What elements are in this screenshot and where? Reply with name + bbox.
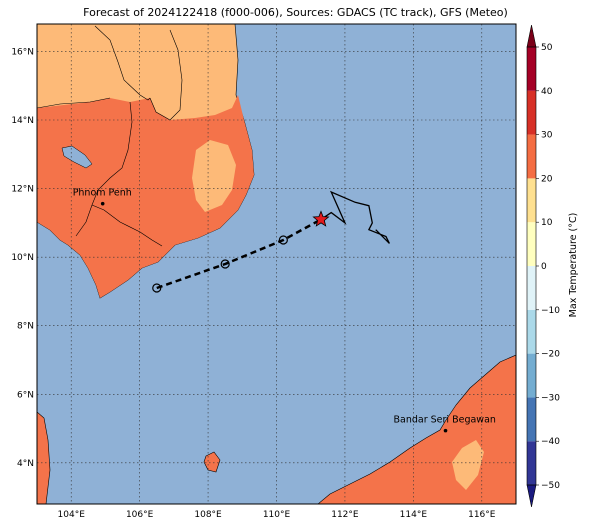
colorbar-tick-label: 0 [541,262,547,272]
x-tick-label: 114°E [400,510,428,520]
colorbar-over-arrow [526,24,537,48]
x-tick-label: 106°E [126,510,154,520]
y-tick-label: 6°N [17,390,34,400]
colorbar-tick-label: −20 [541,350,560,360]
tonle-sap-lake [61,145,93,169]
y-tick-label: 16°N [11,47,34,57]
forecast-track-points [152,235,288,293]
y-tick-label: 8°N [17,322,34,332]
colorbar-segment [527,178,536,223]
y-tick-label: 14°N [11,116,34,126]
colorbar-segment [527,47,536,91]
city-label: Phnom Penh [73,188,132,199]
colorbar-under-arrow [526,484,537,508]
x-tick-label: 110°E [263,510,291,520]
city-markers: Phnom Penh Bandar Seri Begawan [73,188,496,433]
city-label: Bandar Seri Begawan [394,415,496,426]
land-malay-peninsula [37,411,51,504]
colorbar-tick-label: 10 [541,218,553,228]
colorbar-tick-label: −40 [541,437,560,447]
gridlines [37,24,516,504]
colorbar-tick-label: 40 [541,87,553,97]
colorbar-tick-label: 50 [541,43,553,53]
colorbar-tick-label: 20 [541,174,553,184]
country-borders [37,25,183,247]
x-tick-label: 104°E [58,510,86,520]
y-tick-label: 12°N [11,185,34,195]
colorbar-tick-label: 30 [541,131,553,141]
current-position-star-icon [312,210,330,227]
forecast-point [220,259,230,269]
land-indochina-warm [37,95,254,298]
map-title: Forecast of 2024122418 (f000-006), Sourc… [83,6,508,19]
colorbar-tick-label: −30 [541,393,560,403]
colorbar-segment [527,441,536,485]
x-tick-label: 116°E [468,510,496,520]
colorbar-segment [527,222,536,266]
colorbar-segment [527,397,536,442]
x-tick-label: 108°E [194,510,222,520]
colorbar-segment [527,266,536,310]
city-dot [100,201,105,206]
y-axis-ticks: 4°N 6°N 8°N 10°N 12°N 14°N 16°N [11,47,34,468]
y-tick-label: 4°N [17,459,34,469]
x-axis-ticks: 104°E 106°E 108°E 110°E 112°E 114°E 116°E [58,510,496,520]
city-dot [443,428,448,433]
map-frame [36,23,517,505]
y-tick-label: 10°N [11,253,34,263]
forecast-track-line [156,218,322,290]
colorbar-segment [527,134,536,179]
x-tick-label: 112°E [331,510,359,520]
colorbar-segment [527,90,536,135]
colorbar-segment [527,309,536,354]
forecast-point [278,235,288,245]
colorbar-tick-label: −10 [541,306,560,316]
colorbar: 50 40 30 20 10 0 −10 −20 −30 −40 −50 [526,24,560,508]
past-track-line [320,190,390,244]
forecast-point [152,283,162,293]
land-borneo-mild [452,440,484,490]
colorbar-tick-label: −50 [541,481,560,491]
colorbar-label: Max Temperature (°C) [568,213,579,318]
colorbar-segment [527,353,536,398]
land-highland-mild [192,140,236,212]
